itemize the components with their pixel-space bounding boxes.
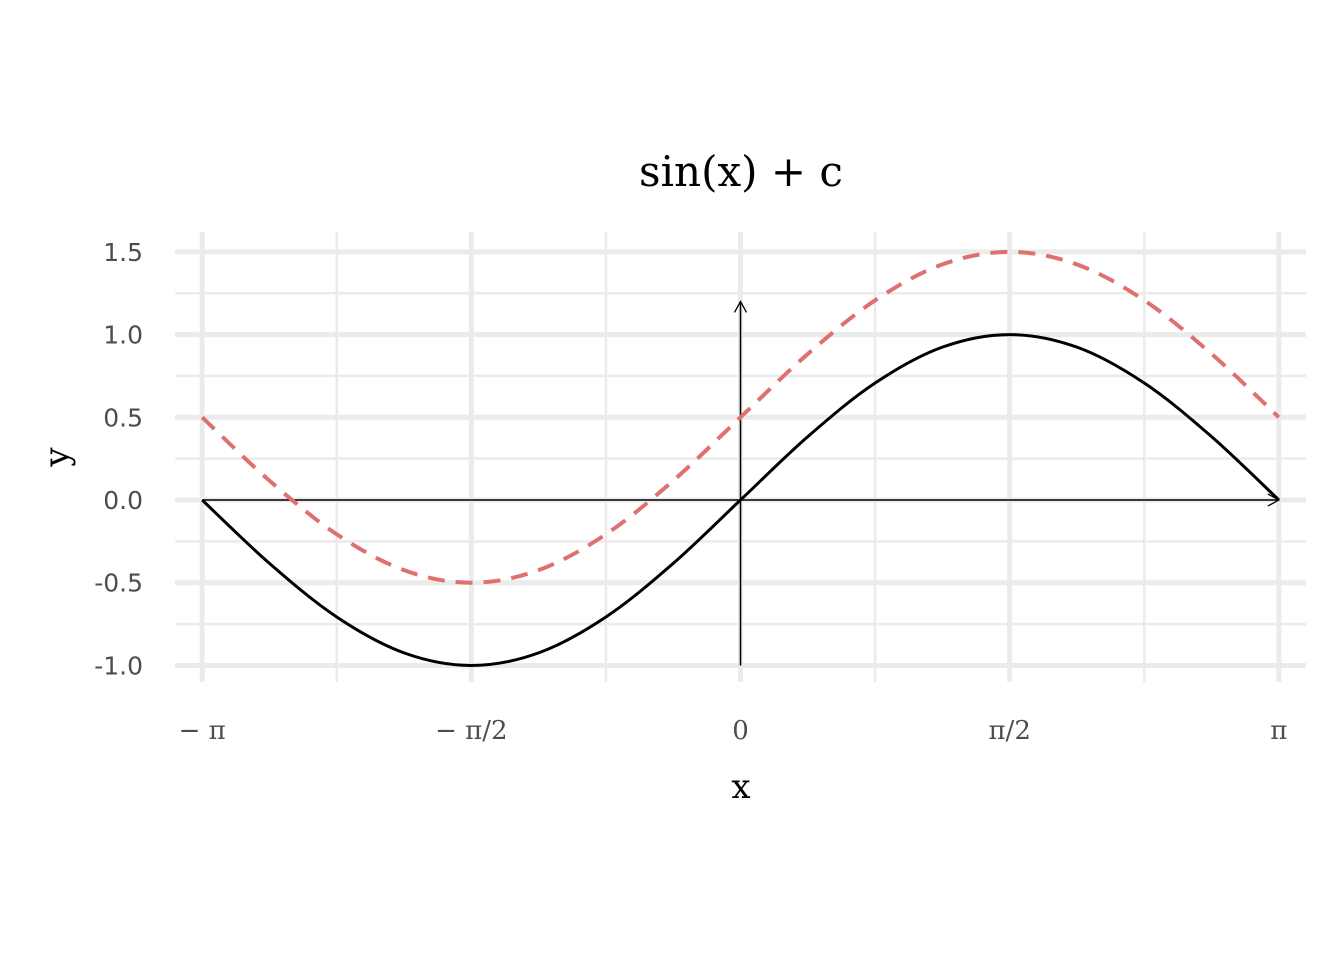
y-tick-label: 1.0 [103, 321, 143, 350]
x-tick-label: π [1270, 716, 1287, 746]
x-tick-labels: − π − π/2 0 π/2 π [179, 716, 1288, 746]
y-tick-label: -1.0 [94, 651, 143, 680]
axis-arrows [202, 300, 1281, 666]
x-tick-label: − π/2 [435, 716, 507, 746]
chart-title: sin(x) + c [639, 147, 843, 196]
x-tick-label: − π [179, 716, 226, 746]
x-tick-label: 0 [732, 716, 749, 746]
solid-series-line [201, 333, 1280, 667]
y-tick-label: 1.5 [103, 238, 143, 267]
y-tick-labels: -1.0 -0.5 0.0 0.5 1.0 1.5 [94, 238, 143, 681]
y-tick-label: 0.5 [103, 403, 143, 432]
x-axis-title: x [731, 767, 750, 807]
y-tick-label: 0.0 [103, 486, 143, 515]
dashed-series-line [200, 249, 1281, 585]
series-lines [200, 249, 1281, 667]
x-tick-label: π/2 [988, 716, 1030, 746]
y-axis-title: y [37, 447, 77, 468]
y-tick-label: -0.5 [94, 569, 143, 598]
